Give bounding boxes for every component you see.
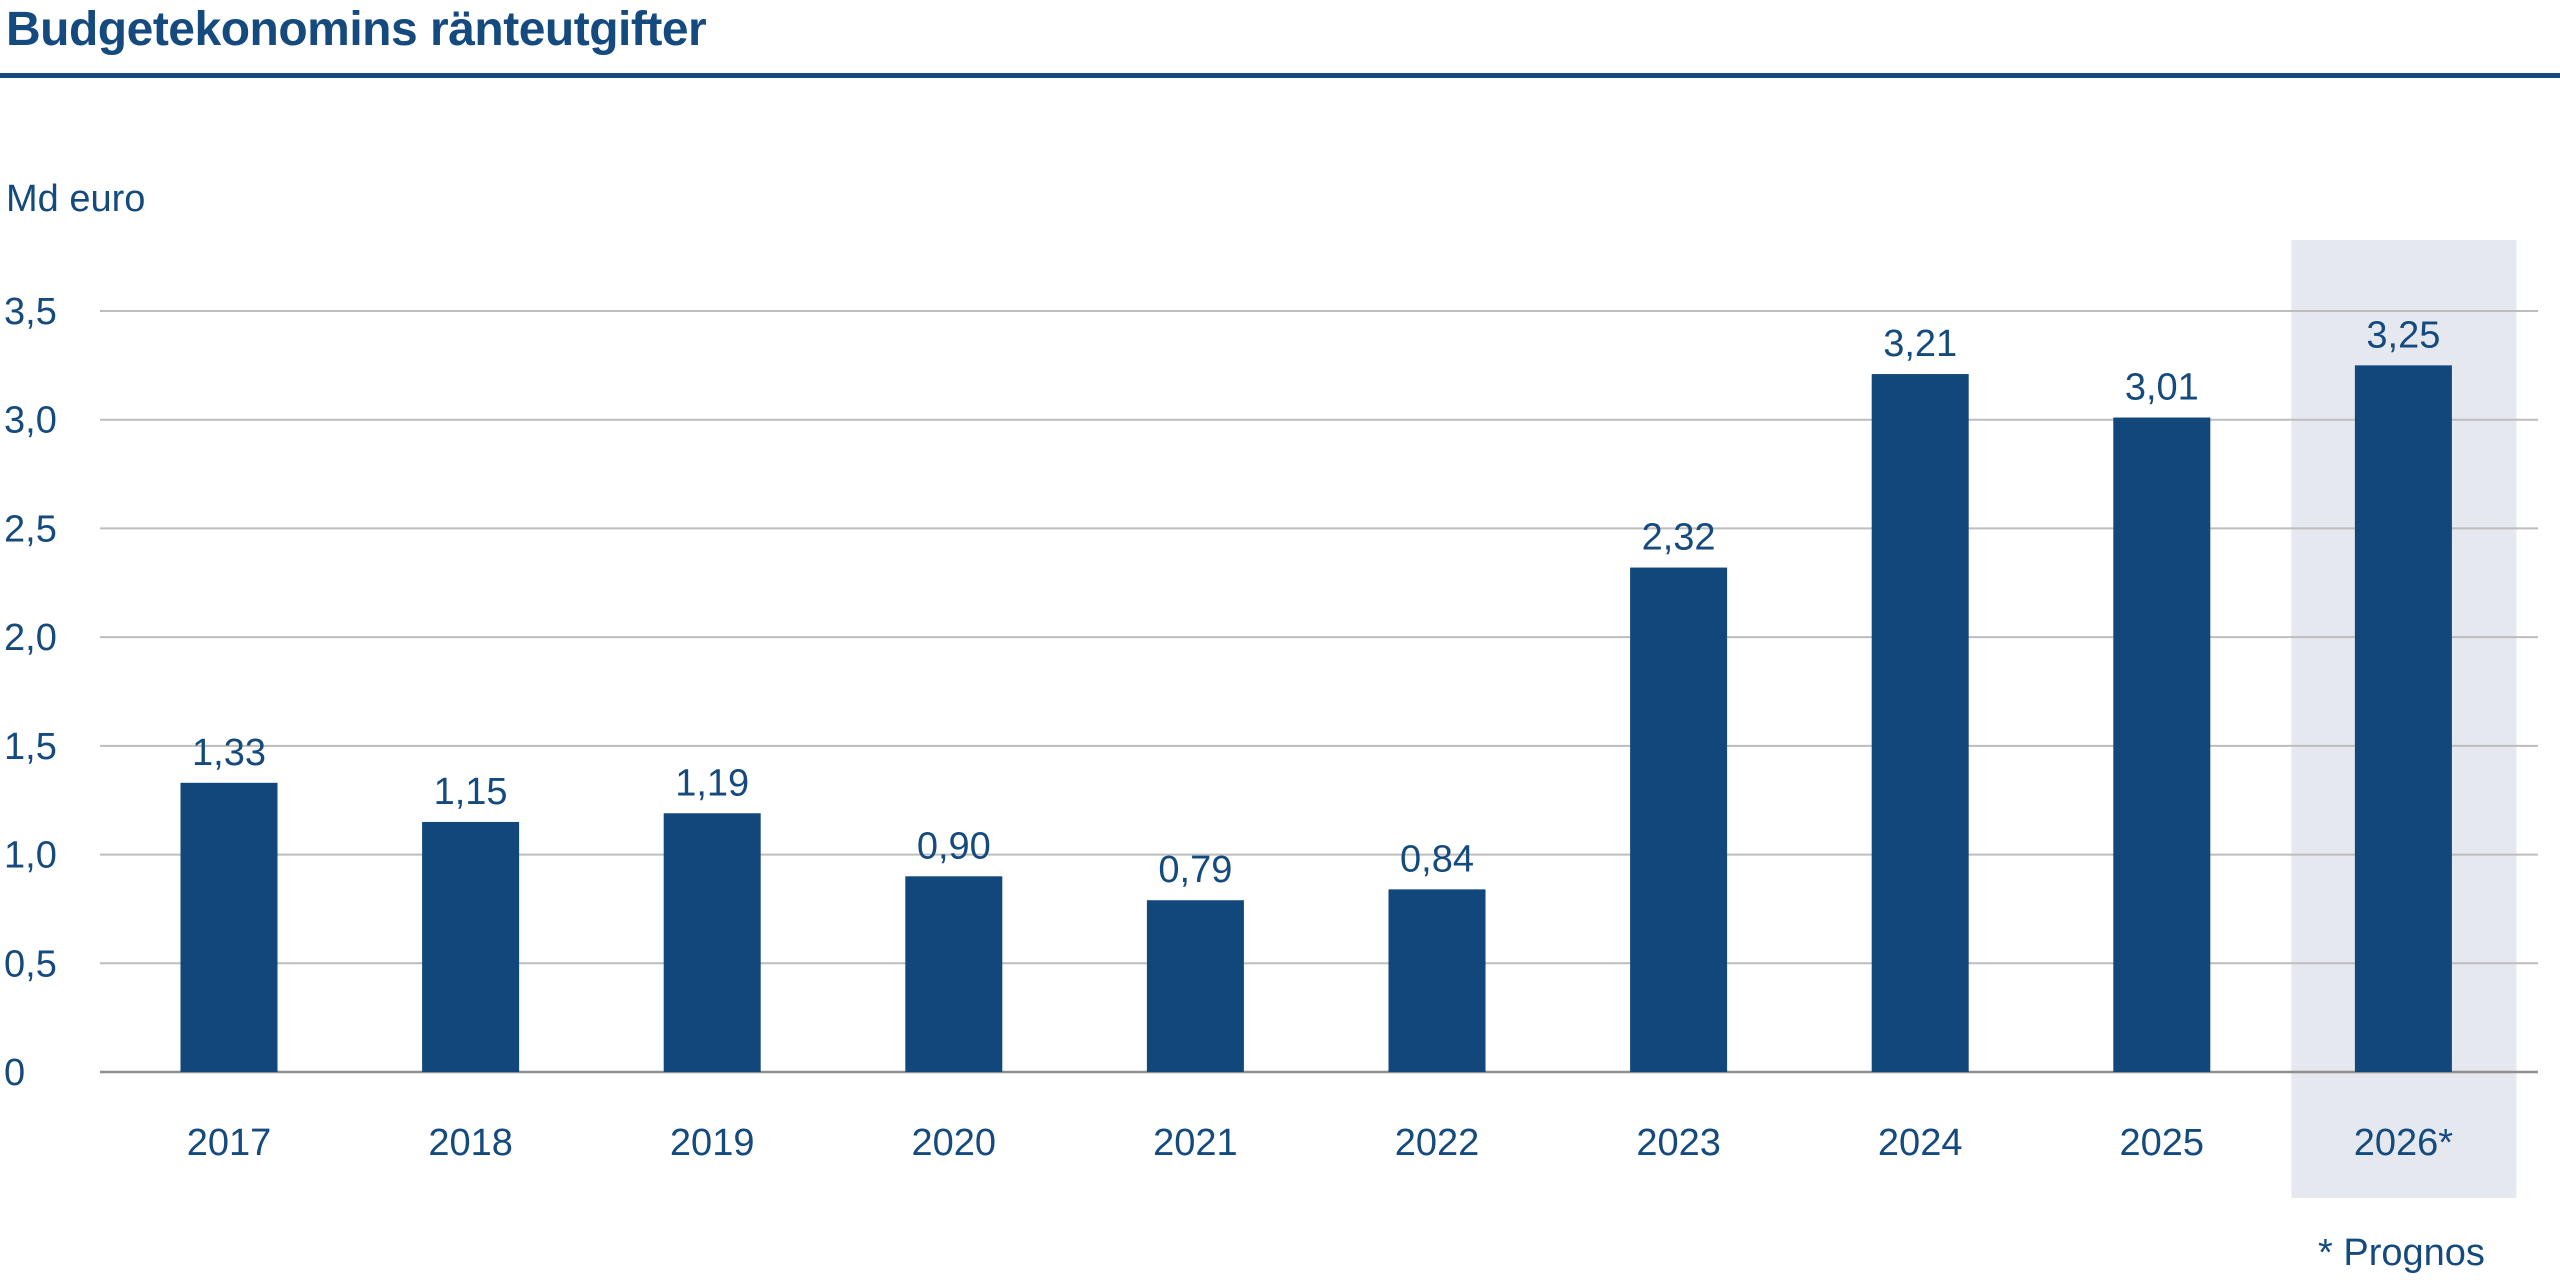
title-rule bbox=[0, 73, 2560, 78]
y-tick-label: 1,5 bbox=[4, 726, 57, 768]
value-label: 0,84 bbox=[1400, 838, 1474, 880]
x-tick-label: 2019 bbox=[670, 1122, 755, 1164]
bar-2022 bbox=[1388, 889, 1486, 1072]
x-tick-label: 2022 bbox=[1395, 1122, 1480, 1164]
bar-2017 bbox=[180, 782, 278, 1072]
forecast-footnote: * Prognos bbox=[2318, 1232, 2485, 1274]
x-tick-label: 2021 bbox=[1153, 1122, 1238, 1164]
x-tick-label: 2017 bbox=[187, 1122, 272, 1164]
y-tick-label: 3,0 bbox=[4, 400, 57, 442]
bars bbox=[180, 365, 2452, 1072]
y-tick-label: 3,5 bbox=[4, 291, 57, 333]
x-tick-labels: 2017 2018 2019 2020 2021 2022 2023 2024 2025 2026… bbox=[187, 1122, 2454, 1164]
value-label: 3,25 bbox=[2366, 314, 2440, 356]
value-label: 0,90 bbox=[917, 825, 991, 867]
bar-2025 bbox=[2113, 417, 2211, 1072]
value-label: 1,15 bbox=[434, 771, 508, 813]
y-tick-label: 2,0 bbox=[4, 617, 57, 659]
x-tick-label: 2020 bbox=[912, 1122, 997, 1164]
value-label: 2,32 bbox=[1642, 517, 1716, 559]
bar-2026 bbox=[2354, 365, 2452, 1072]
x-tick-label: 2024 bbox=[1878, 1122, 1963, 1164]
x-tick-label: 2026* bbox=[2354, 1122, 2454, 1164]
y-axis-unit-label: Md euro bbox=[6, 178, 146, 220]
value-label: 3,21 bbox=[1883, 323, 1957, 365]
x-tick-label: 2023 bbox=[1636, 1122, 1721, 1164]
bar-2019 bbox=[663, 813, 761, 1072]
y-tick-labels: 0 0,5 1,0 1,5 2,0 2,5 3,0 3,5 bbox=[4, 291, 57, 1094]
bar-2024 bbox=[1871, 374, 1969, 1072]
x-tick-label: 2025 bbox=[2120, 1122, 2205, 1164]
bar-2018 bbox=[422, 821, 520, 1072]
value-label: 1,19 bbox=[675, 762, 749, 804]
value-labels: 1,33 1,15 1,19 0,90 0,79 0,84 2,32 3,21 3,01 3,25 bbox=[192, 314, 2440, 891]
bar-2020 bbox=[905, 876, 1003, 1072]
bar-2021 bbox=[1146, 900, 1244, 1072]
value-label: 1,33 bbox=[192, 732, 266, 774]
y-tick-label: 0 bbox=[4, 1052, 25, 1094]
y-tick-label: 0,5 bbox=[4, 943, 57, 985]
value-label: 3,01 bbox=[2125, 367, 2199, 409]
chart-title: Budgetekonomins ränteutgifter bbox=[6, 3, 707, 56]
y-tick-label: 1,0 bbox=[4, 835, 57, 877]
y-tick-label: 2,5 bbox=[4, 508, 57, 550]
x-tick-label: 2018 bbox=[428, 1122, 513, 1164]
bar-2023 bbox=[1630, 567, 1728, 1072]
value-label: 0,79 bbox=[1158, 849, 1232, 891]
